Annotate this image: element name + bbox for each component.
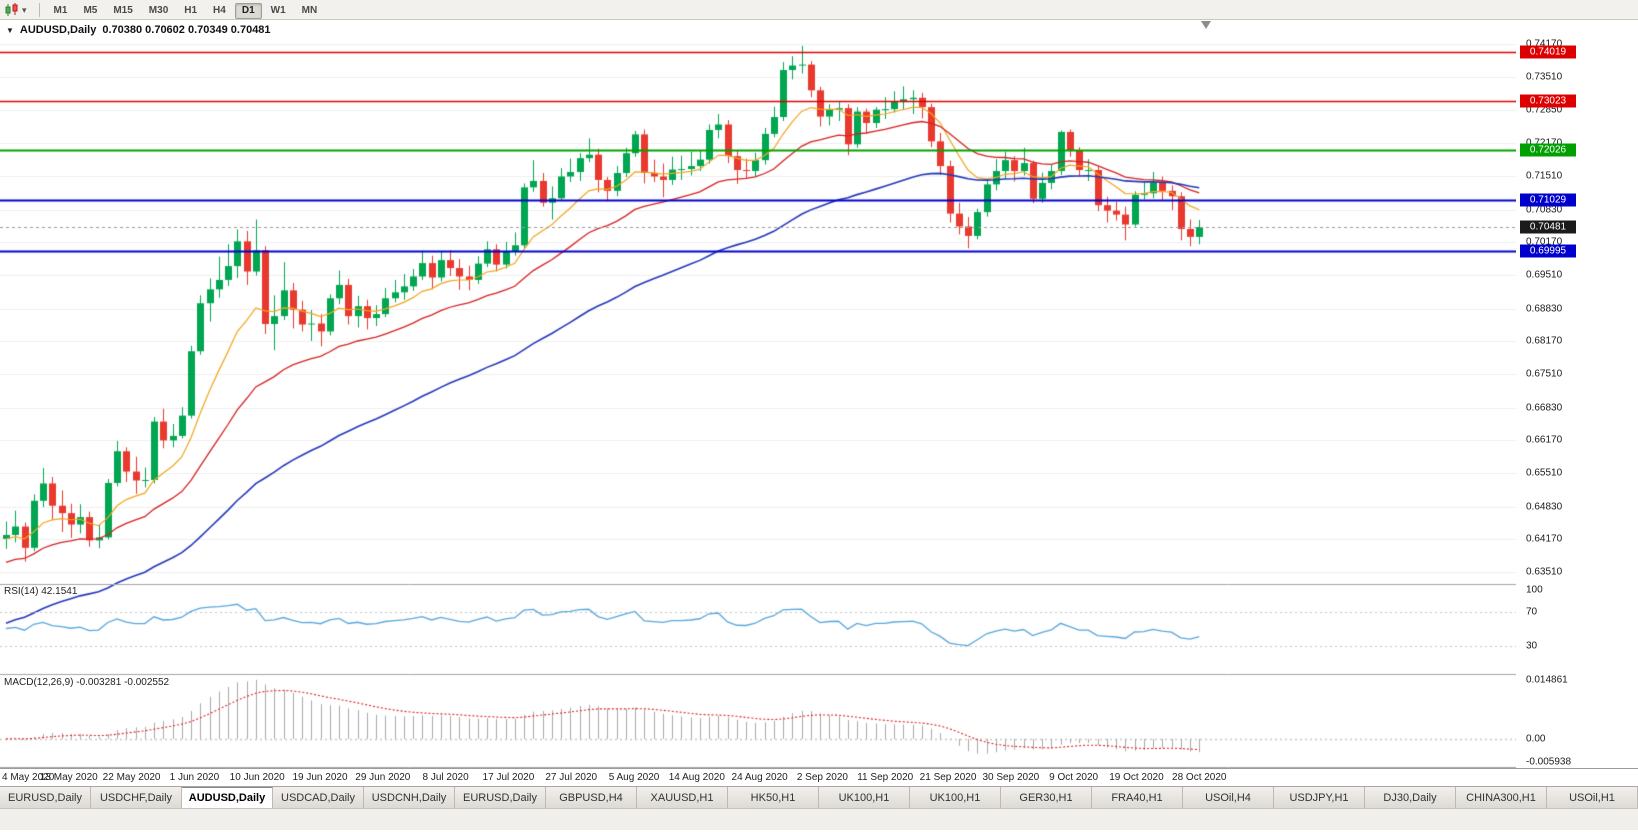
toolbar: ▾ M1 M5 M15 M30 H1 H4 D1 W1 MN (0, 0, 1638, 20)
price-axis-label: 0.67510 (1526, 368, 1563, 380)
price-axis-label: 0.66830 (1526, 402, 1563, 414)
timeframe-button-mn[interactable]: MN (295, 3, 325, 19)
bottom-tab-dj30-daily[interactable]: DJ30,Daily (1365, 787, 1456, 808)
date-axis-label: 27 Jul 2020 (545, 772, 598, 783)
timeframe-button-m15[interactable]: M15 (106, 3, 139, 19)
price-level-badge: 0.74019 (1520, 45, 1576, 59)
timeframe-button-h1[interactable]: H1 (177, 3, 204, 19)
status-bar (0, 808, 1638, 830)
timeframe-button-w1[interactable]: W1 (264, 3, 293, 19)
toolbar-separator (38, 2, 40, 17)
price-axis-label: 0.74170 (1526, 39, 1562, 50)
macd-axis-label: 0.014861 (1526, 674, 1568, 686)
price-axis-label: 0.73510 (1526, 71, 1563, 83)
price-level-badge: 0.71029 (1520, 193, 1576, 207)
bottom-tab-china300-h1[interactable]: CHINA300,H1 (1456, 787, 1547, 808)
date-axis-label: 8 Jul 2020 (422, 772, 469, 783)
date-axis-label: 11 Sep 2020 (857, 772, 914, 783)
date-axis-label: 29 Jun 2020 (355, 772, 411, 783)
date-axis-label: 9 Oct 2020 (1049, 772, 1099, 783)
price-level-badge: 0.73023 (1520, 94, 1576, 108)
chart-window: ▼ AUDUSD,Daily 0.70380 0.70602 0.70349 0… (0, 20, 1638, 768)
bottom-tab-ger30-h1[interactable]: GER30,H1 (1001, 787, 1092, 808)
rsi-indicator-label: RSI(14) 42.1541 (4, 586, 78, 597)
price-level-badge: 0.69995 (1520, 244, 1576, 258)
date-axis-label: 22 May 2020 (102, 772, 161, 783)
price-axis-label: 0.70830 (1526, 204, 1563, 216)
date-axis-label: 17 Jul 2020 (482, 772, 535, 783)
price-axis-label: 0.68830 (1526, 303, 1563, 315)
price-axis-label: 0.64830 (1526, 501, 1563, 513)
timeframe-button-m1[interactable]: M1 (47, 3, 75, 19)
bottom-tab-hk50-h1[interactable]: HK50,H1 (728, 787, 819, 808)
date-axis-label: 2 Sep 2020 (796, 772, 849, 783)
macd-axis-label: -0.005938 (1526, 756, 1572, 768)
bottom-tab-usdcnh-daily[interactable]: USDCNH,Daily (364, 787, 455, 808)
timeframe-button-m5[interactable]: M5 (76, 3, 104, 19)
bottom-tab-eurusd-daily[interactable]: EURUSD,Daily (0, 787, 91, 808)
bottom-tab-uk100-h1[interactable]: UK100,H1 (910, 787, 1001, 808)
date-axis-label: 4 May 2020 (2, 772, 55, 783)
bottom-tab-gbpusd-h4[interactable]: GBPUSD,H4 (546, 787, 637, 808)
chart-shift-marker[interactable] (1201, 21, 1211, 29)
price-axis-label: 0.71510 (1526, 170, 1563, 182)
rsi-axis-label: 100 (1526, 584, 1543, 596)
rsi-axis-label: 30 (1526, 640, 1538, 651)
date-axis-label: 21 Sep 2020 (919, 772, 977, 783)
bottom-tab-usdjpy-h1[interactable]: USDJPY,H1 (1274, 787, 1365, 808)
bottom-tab-fra40-h1[interactable]: FRA40,H1 (1092, 787, 1183, 808)
macd-indicator-label: MACD(12,26,9) -0.003281 -0.002552 (4, 677, 170, 688)
date-axis-label: 28 Oct 2020 (1172, 772, 1227, 783)
chart-symbol-label: AUDUSD,Daily (19, 24, 97, 36)
date-axis-label: 13 May 2020 (39, 772, 98, 783)
price-axis-label: 0.63510 (1526, 566, 1563, 578)
price-axis-label: 0.72170 (1526, 138, 1562, 149)
rsi-axis-label: 70 (1526, 606, 1538, 617)
candlestick-chart-canvas[interactable] (0, 20, 1638, 768)
bottom-tab-uk100-h1[interactable]: UK100,H1 (819, 787, 910, 808)
timeframe-group: M1 M5 M15 M30 H1 H4 D1 W1 MN (46, 0, 326, 19)
date-axis[interactable]: 4 May 2020 13 May 2020 22 May 2020 1 Jun 20… (0, 768, 1638, 786)
chart-tab-bar: EURUSD,Daily USDCHF,Daily AUDUSD,Daily USDC… (0, 786, 1638, 808)
current-price-badge: 0.70481 (1520, 220, 1576, 234)
macd-axis-label: 0.00 (1526, 733, 1546, 745)
price-axis-label: 0.69510 (1526, 269, 1563, 281)
chart-title: ▼ AUDUSD,Daily 0.70380 0.70602 0.70349 0… (6, 24, 271, 36)
date-axis-label: 5 Aug 2020 (608, 772, 660, 783)
bottom-tab-usdchf-daily[interactable]: USDCHF,Daily (91, 787, 182, 808)
price-level-badge: 0.72026 (1520, 143, 1576, 157)
bottom-tab-usoil-h1[interactable]: USOil,H1 (1547, 787, 1638, 808)
symbol-dropdown-icon[interactable]: ▼ (6, 25, 14, 35)
dropdown-caret-icon[interactable]: ▾ (22, 4, 27, 15)
price-axis-label: 0.68170 (1526, 335, 1563, 347)
price-axis-label: 0.72850 (1526, 104, 1563, 116)
timeframe-button-d1[interactable]: D1 (234, 3, 262, 19)
bottom-tab-usoil-h4[interactable]: USOil,H4 (1183, 787, 1274, 808)
date-axis-label: 14 Aug 2020 (668, 772, 725, 783)
price-scale[interactable]: 0.74170 0.73510 0.72850 0.72170 0.71510 0.708… (1516, 20, 1638, 768)
candlestick-chart-icon[interactable] (4, 2, 20, 17)
date-axis-label: 10 Jun 2020 (229, 772, 285, 783)
chart-ohlc-values: 0.70380 0.70602 0.70349 0.70481 (102, 24, 271, 36)
chart-type-control[interactable]: ▾ (4, 2, 27, 17)
date-axis-label: 19 Oct 2020 (1109, 772, 1164, 783)
date-axis-label: 19 Jun 2020 (292, 772, 348, 783)
price-axis-label: 0.66170 (1526, 434, 1563, 446)
timeframe-button-m30[interactable]: M30 (142, 3, 175, 19)
timeframe-button-h4[interactable]: H4 (206, 3, 233, 19)
price-axis-label: 0.70170 (1526, 236, 1563, 248)
bottom-tab-eurusd-daily[interactable]: EURUSD,Daily (455, 787, 546, 808)
bottom-tab-audusd-daily[interactable]: AUDUSD,Daily (182, 787, 273, 808)
bottom-tab-xauusd-h1[interactable]: XAUUSD,H1 (637, 787, 728, 808)
price-axis-label: 0.65510 (1526, 467, 1563, 479)
date-axis-label: 24 Aug 2020 (731, 772, 788, 783)
price-axis-label: 0.64170 (1526, 533, 1563, 545)
bottom-tab-usdcad-daily[interactable]: USDCAD,Daily (273, 787, 364, 808)
date-axis-label: 1 Jun 2020 (169, 772, 220, 783)
date-axis-label: 30 Sep 2020 (982, 772, 1040, 783)
